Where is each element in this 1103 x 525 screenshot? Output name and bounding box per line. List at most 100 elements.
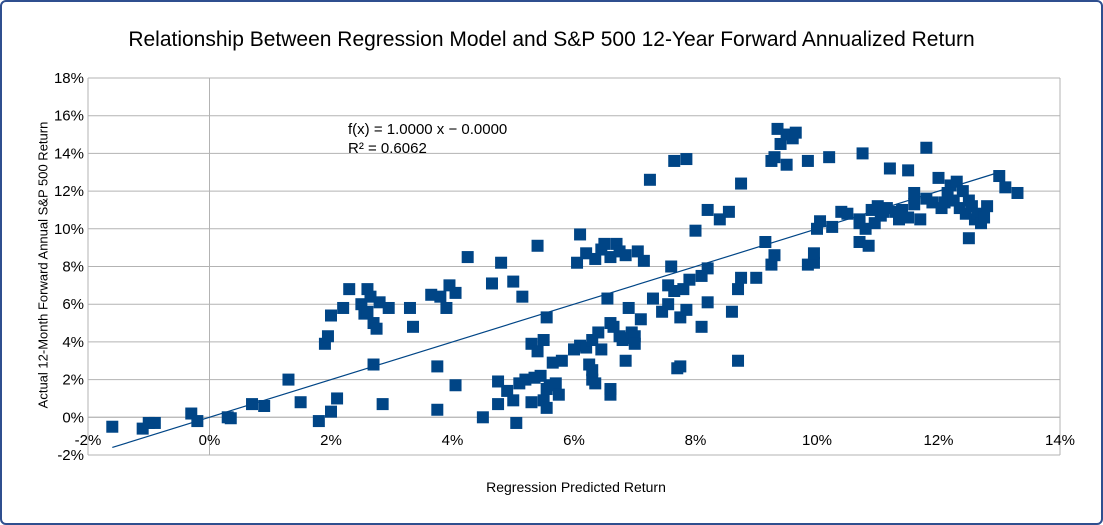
data-point: [920, 141, 933, 154]
tick-labels: 18% 16% 14% 12% 10% 8% 6% 4% 2% 0% -2%-2% 0% 2% 4% 6% 8…: [54, 70, 1075, 464]
data-point: [540, 401, 553, 414]
data-point: [321, 330, 334, 343]
data-point: [571, 256, 584, 269]
x-tick-label: 2%: [320, 432, 342, 449]
data-point: [646, 292, 659, 305]
data-point: [619, 249, 632, 262]
data-point: [902, 164, 915, 177]
data-point: [619, 354, 632, 367]
data-point: [431, 360, 444, 373]
y-tick-label: 12%: [54, 183, 84, 200]
data-point: [407, 320, 420, 333]
x-tick-label: 8%: [685, 432, 707, 449]
data-point: [695, 320, 708, 333]
y-tick-label: 16%: [54, 108, 84, 125]
data-point: [531, 239, 544, 252]
data-point: [999, 181, 1012, 194]
data-point: [689, 224, 702, 237]
data-point: [501, 384, 514, 397]
data-point: [361, 305, 374, 318]
data-point: [495, 256, 508, 269]
data-point: [331, 392, 344, 405]
y-tick-label: 8%: [62, 259, 84, 276]
data-point: [902, 211, 915, 224]
data-point: [519, 373, 532, 386]
x-tick-label: 6%: [563, 432, 585, 449]
data-point: [148, 416, 161, 429]
data-point: [492, 398, 505, 411]
data-point: [449, 286, 462, 299]
data-point: [607, 320, 620, 333]
x-axis-label: Regression Predicted Return: [486, 479, 666, 495]
data-point: [637, 254, 650, 267]
data-point: [382, 301, 395, 314]
data-point: [598, 237, 611, 250]
data-point: [604, 383, 617, 396]
data-point: [908, 186, 921, 199]
data-point: [589, 377, 602, 390]
x-tick-label: 4%: [442, 432, 464, 449]
trendline-equation: f(x) = 1.0000 x − 0.0000: [348, 121, 507, 138]
data-point: [643, 173, 656, 186]
data-point: [932, 171, 945, 184]
data-point: [403, 301, 416, 314]
data-point: [981, 200, 994, 213]
chart-title: Relationship Between Regression Model an…: [128, 28, 975, 51]
data-point: [680, 303, 693, 316]
x-tick-label: 14%: [1045, 432, 1075, 449]
data-point: [434, 290, 447, 303]
data-point: [725, 305, 738, 318]
data-point: [343, 283, 356, 296]
y-tick-label: 4%: [62, 334, 84, 351]
x-tick-label: 0%: [199, 432, 221, 449]
trendline-r2: R² = 0.6062: [348, 140, 427, 157]
data-point: [789, 126, 802, 139]
data-point: [950, 175, 963, 188]
data-point: [525, 396, 538, 409]
data-point: [841, 207, 854, 220]
x-tick-label: -2%: [75, 432, 102, 449]
data-point: [665, 260, 678, 273]
data-point: [485, 277, 498, 290]
data-point: [373, 296, 386, 309]
data-point: [628, 337, 641, 350]
data-point: [449, 379, 462, 392]
data-point: [814, 215, 827, 228]
data-point: [978, 211, 991, 224]
data-point: [282, 373, 295, 386]
data-point: [735, 271, 748, 284]
data-point: [634, 313, 647, 326]
data-point: [631, 245, 644, 258]
data-point: [534, 369, 547, 382]
data-point: [191, 415, 204, 428]
data-point: [425, 288, 438, 301]
y-tick-label: 14%: [54, 145, 84, 162]
data-point: [926, 196, 939, 209]
data-point: [364, 290, 377, 303]
data-point: [337, 301, 350, 314]
data-point: [510, 416, 523, 429]
data-point: [106, 420, 119, 433]
data-point: [492, 375, 505, 388]
data-point: [856, 147, 869, 160]
data-point: [735, 177, 748, 190]
data-points: [106, 122, 1024, 435]
data-point: [476, 411, 489, 424]
data-point: [993, 170, 1006, 183]
data-point: [908, 198, 921, 211]
data-point: [574, 228, 587, 241]
data-point: [962, 232, 975, 245]
data-point: [774, 137, 787, 150]
data-point: [595, 343, 608, 356]
data-point: [853, 235, 866, 248]
data-point: [722, 205, 735, 218]
data-point: [713, 213, 726, 226]
data-point: [367, 358, 380, 371]
data-point: [765, 258, 778, 271]
y-tick-label: 10%: [54, 221, 84, 238]
data-point: [914, 213, 927, 226]
data-point: [883, 162, 896, 175]
data-point: [580, 247, 593, 260]
data-point: [826, 220, 839, 233]
data-point: [862, 239, 875, 252]
